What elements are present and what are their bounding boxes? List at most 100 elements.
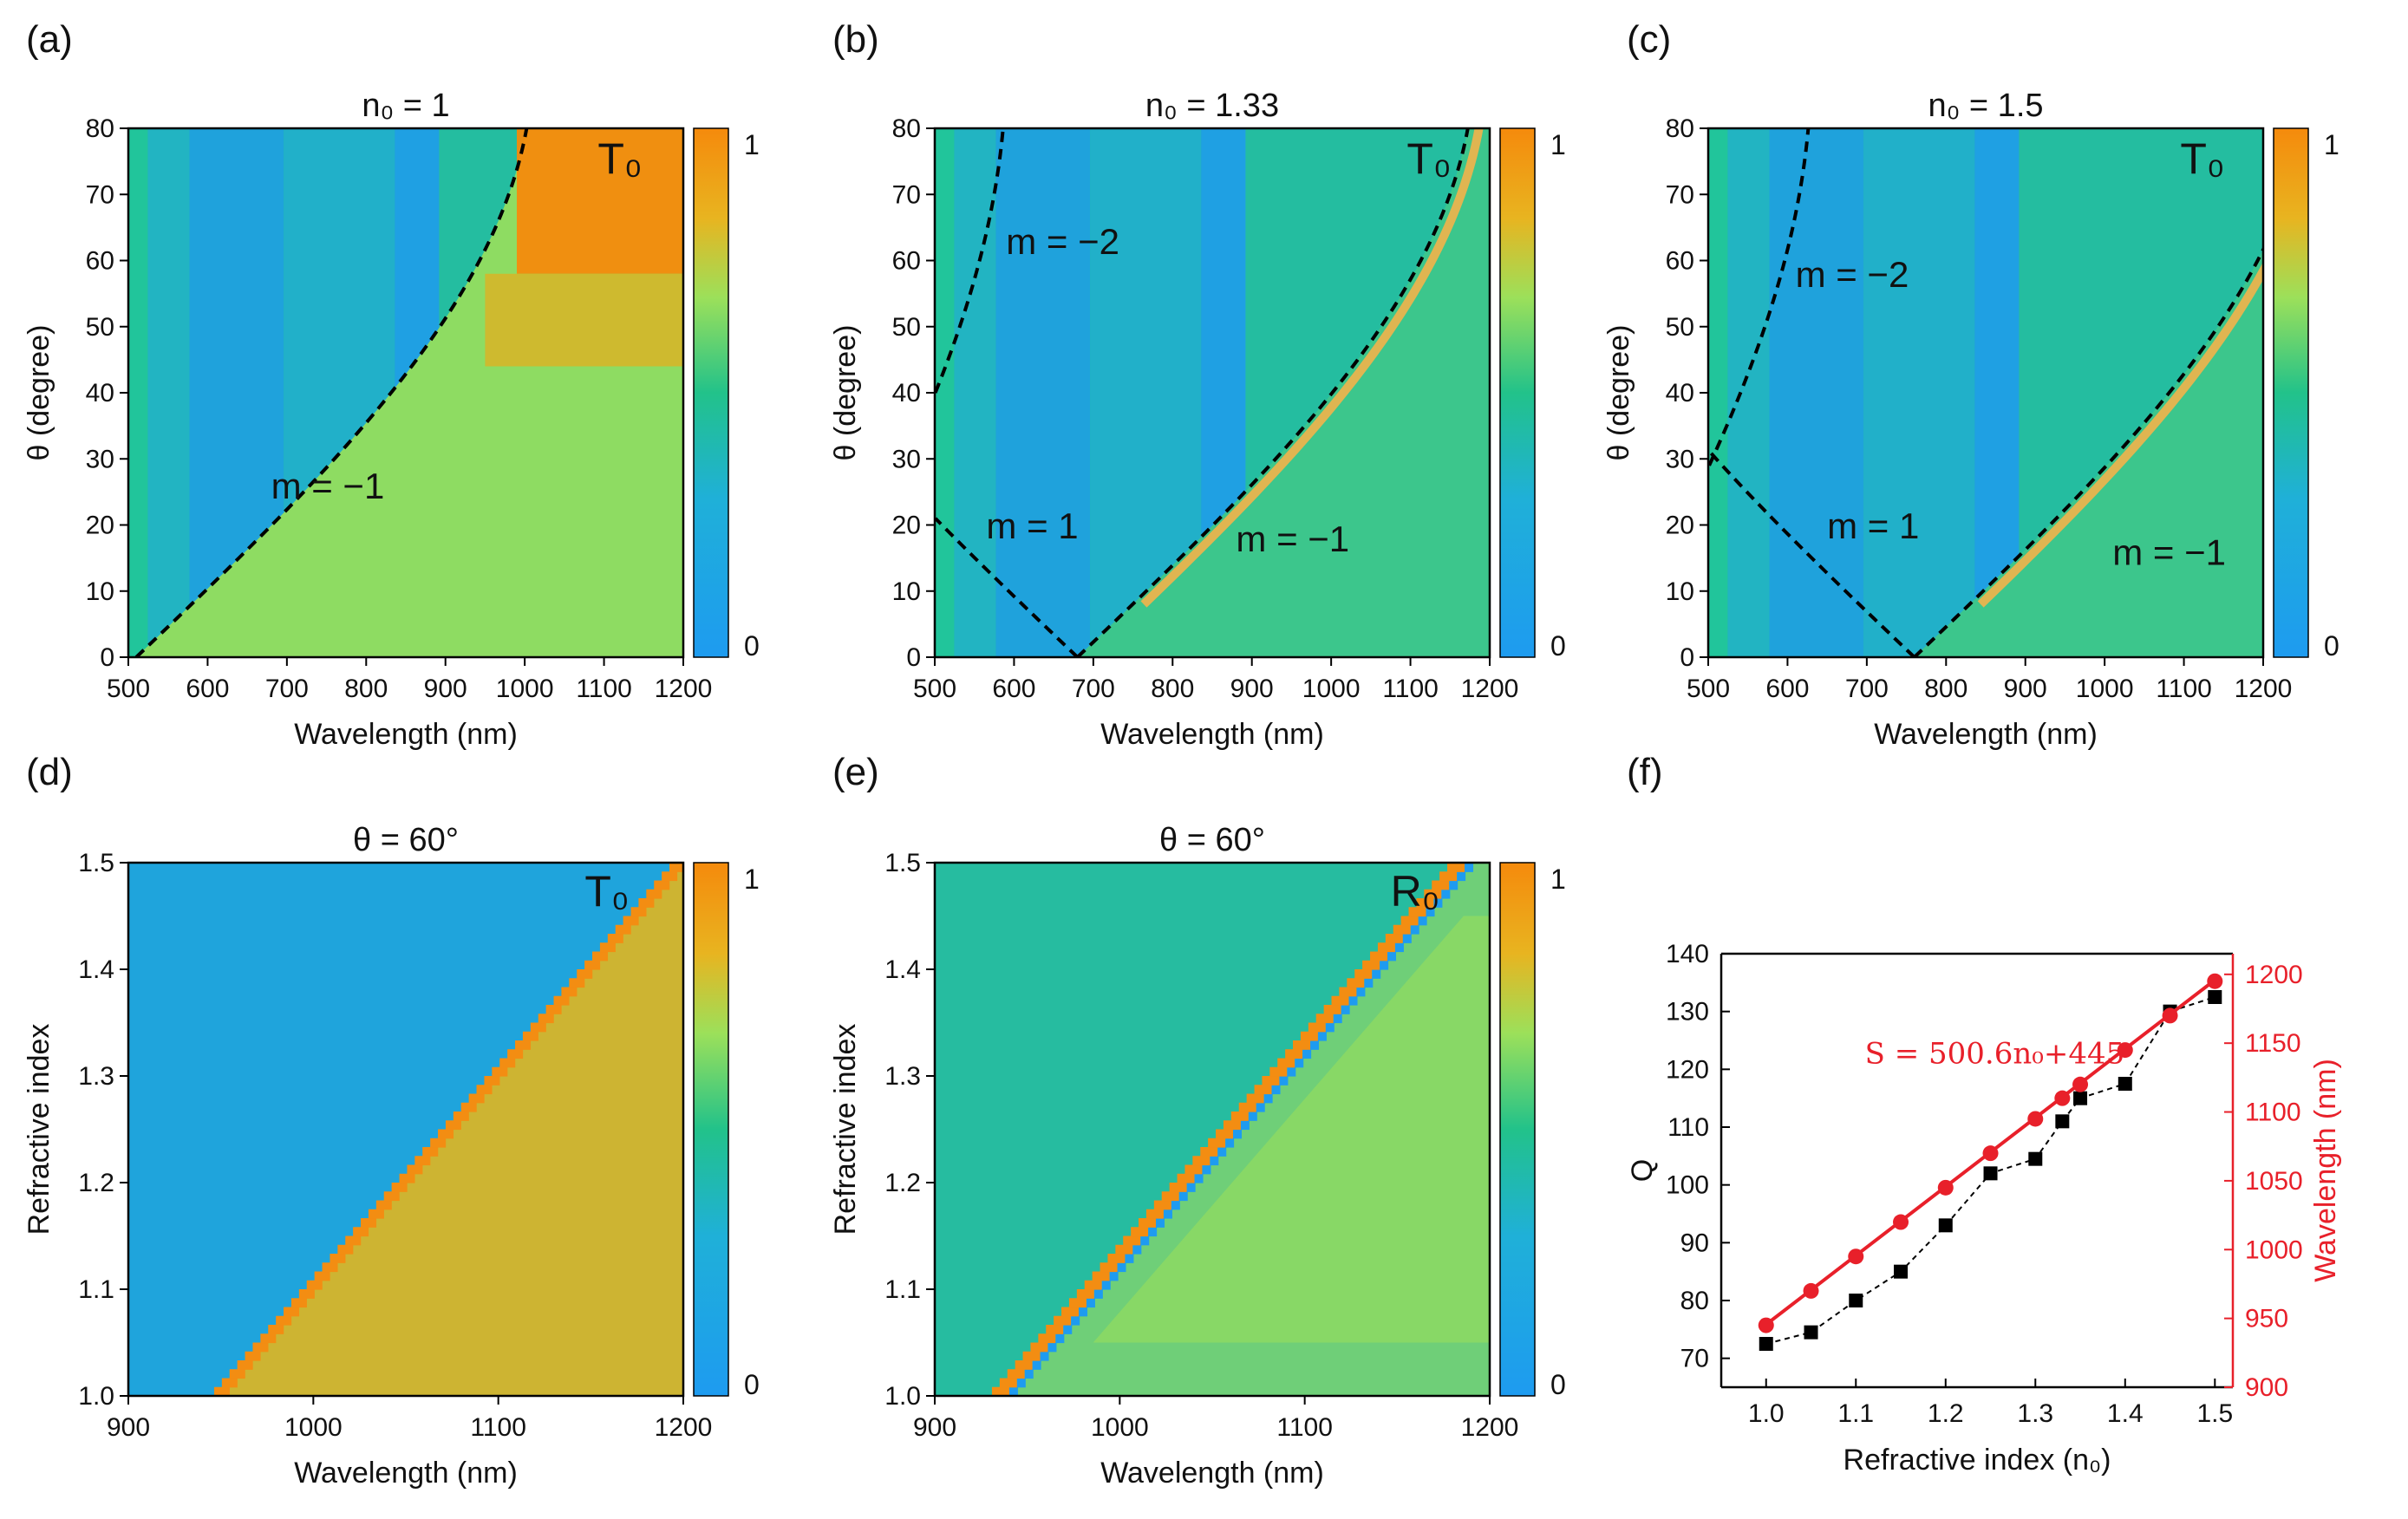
resonance-edge [1171,1200,1180,1210]
resonance-stripe [1300,1031,1318,1041]
heatmap-region [1077,128,1490,657]
y-tick-label: 1.0 [78,1382,114,1411]
resonance-stripe [599,942,616,953]
resonance-stripe [1408,907,1426,917]
rayleigh-line [1913,245,2263,657]
corner-label: R₀ [1391,867,1440,916]
y-tick-label: 90 [1680,1229,1709,1257]
resonance-stripe [345,1235,362,1246]
heatmap-band [1727,128,1770,657]
resonance-edge [1441,889,1451,899]
q-point [1759,1337,1773,1351]
resonance-edge [1008,1386,1018,1396]
colorbar [1499,862,1536,1397]
q-point [2118,1077,2132,1091]
order-label: m = −1 [1236,518,1349,559]
y-tick-label: 40 [86,379,114,407]
heatmap-region [935,863,1464,1396]
x-tick-label: 900 [424,675,467,703]
resonance-stripe [1439,871,1458,882]
resonance-stripe [1030,1342,1048,1353]
x-tick-label: 1100 [1276,1413,1333,1442]
resonance-stripe [252,1342,269,1353]
resonance-edge [1233,1129,1243,1139]
x-tick-label: 1100 [2156,675,2212,703]
colorbar [693,862,729,1397]
x-axis-label: Refractive index (n₀) [1844,1444,2111,1477]
resonance-stripe [1007,1369,1025,1379]
resonance-stripe [330,1254,346,1263]
resonance-edge [1449,880,1459,890]
resonance-edge [1325,1022,1335,1033]
resonance-stripe [383,1191,400,1202]
y-tick-label: 60 [1666,247,1694,276]
resonance-stripe [306,1280,323,1290]
resonance-stripe [407,1164,423,1175]
q-point [1804,1325,1818,1340]
y-tick-label: 140 [1666,940,1709,968]
resonance-stripe [1153,1200,1171,1210]
x-tick-label: 700 [265,675,309,703]
y-tick-label: 70 [892,180,921,209]
resonance-stripe [999,1378,1017,1388]
resonance-stripe [213,1386,230,1396]
resonance-stripe [1377,942,1395,953]
resonance-stripe [1424,889,1442,899]
colorbar-min: 0 [1550,1369,1566,1400]
y-tick-label: 50 [892,313,921,342]
heatmap-band [128,128,148,657]
x-tick-label: 1200 [1461,1413,1519,1442]
resonance-stripe [453,1112,469,1121]
resonance-stripe [1347,978,1365,988]
resonance-edge [1433,898,1443,908]
resonance-edge [1341,1005,1350,1014]
resonance-stripe [445,1120,461,1131]
y-tick-label: 120 [1666,1055,1709,1084]
resonance-stripe [1315,1014,1334,1024]
resonance-stripe [260,1333,277,1344]
x-tick-label: 900 [107,1413,150,1442]
resonance-stripe [615,924,631,935]
x-tick-label: 1100 [1382,675,1439,703]
resonance-stripe [245,1351,261,1361]
x-tick-label: 1000 [1302,675,1361,703]
wavelength-point [2072,1076,2089,1092]
y-axis-label: Q [1626,1159,1659,1182]
panel-title: n₀ = 1 [362,88,449,124]
resonance-stripe [1015,1360,1033,1370]
resonance-stripe [553,995,570,1006]
order-label: m = −1 [2112,531,2226,572]
resonance-stripe [430,1138,447,1148]
resonance-stripe [499,1058,516,1068]
resonance-stripe [1200,1147,1218,1157]
resonance-stripe [1269,1066,1288,1077]
resonance-edge [1132,1244,1142,1255]
y-tick-label: 70 [86,180,114,209]
order-label: m = −1 [271,466,385,506]
resonance-edge [1178,1191,1188,1202]
panel-label: (c) [1627,18,1671,61]
panel-label: (d) [26,751,73,793]
resonance-stripe [669,863,683,872]
resonance-stripe [1161,1191,1179,1202]
rayleigh-line [1708,451,1916,657]
resonance-stripe [1246,1093,1264,1104]
resonance-edge [1117,1262,1126,1273]
resonance-stripe [1400,916,1419,926]
resonance-stripe [1123,1235,1141,1246]
resonance-edge [1302,1049,1312,1059]
rayleigh-line [935,517,1079,657]
resonance-stripe [1038,1333,1056,1344]
resonance-stripe [468,1093,485,1104]
resonance-edge [1063,1325,1073,1334]
resonance-stripe [638,898,655,908]
resonance-edge [1426,907,1435,917]
y-tick-label: 30 [892,445,921,473]
x-tick-label: 900 [1230,675,1274,703]
resonance-edge [1310,1040,1320,1050]
resonance-edge [1333,1014,1342,1024]
resonance-stripe [569,978,585,988]
resonance-stripe [438,1129,454,1139]
order-label: m = 1 [1827,505,1919,546]
